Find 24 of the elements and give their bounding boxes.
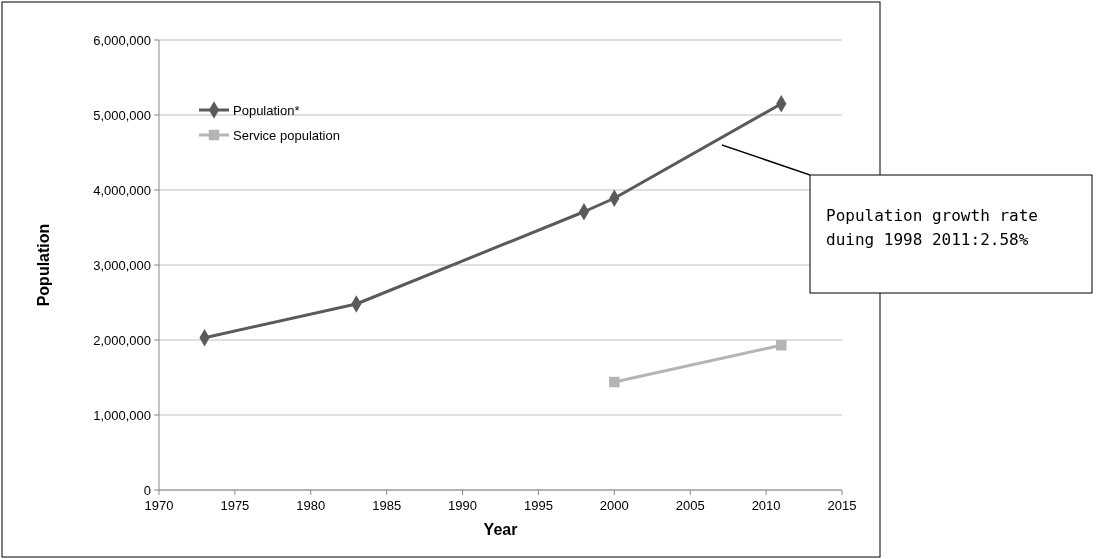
legend-label: Population* [233, 103, 300, 118]
x-tick-label: 2015 [827, 498, 857, 513]
x-axis-title: Year [483, 521, 518, 538]
y-tick-label: 6,000,000 [93, 33, 151, 48]
x-tick-label: 2010 [751, 498, 781, 513]
y-tick-label: 1,000,000 [93, 408, 151, 423]
y-tick-label: 5,000,000 [93, 108, 151, 123]
point [776, 340, 787, 351]
legend-label: Service population [233, 128, 340, 143]
annotation: Population growth rate duing 1998 2011:2.58% [826, 206, 1038, 249]
x-tick-label: 1990 [448, 498, 478, 513]
y-tick-label: 2,000,000 [93, 333, 151, 348]
y-axis-title: Population [35, 223, 52, 307]
y-tick-label: 3,000,000 [93, 258, 151, 273]
x-tick-label: 1995 [523, 498, 553, 513]
x-tick-label: 1980 [296, 498, 326, 513]
x-tick-label: 2005 [675, 498, 705, 513]
x-tick-label: 2000 [599, 498, 629, 513]
x-tick-label: 1985 [372, 498, 402, 513]
y-tick-label: 0 [143, 483, 151, 498]
y-tick-label: 4,000,000 [93, 183, 151, 198]
x-tick-label: 1970 [144, 498, 174, 513]
x-tick-label: 1975 [220, 498, 250, 513]
point [609, 376, 620, 388]
